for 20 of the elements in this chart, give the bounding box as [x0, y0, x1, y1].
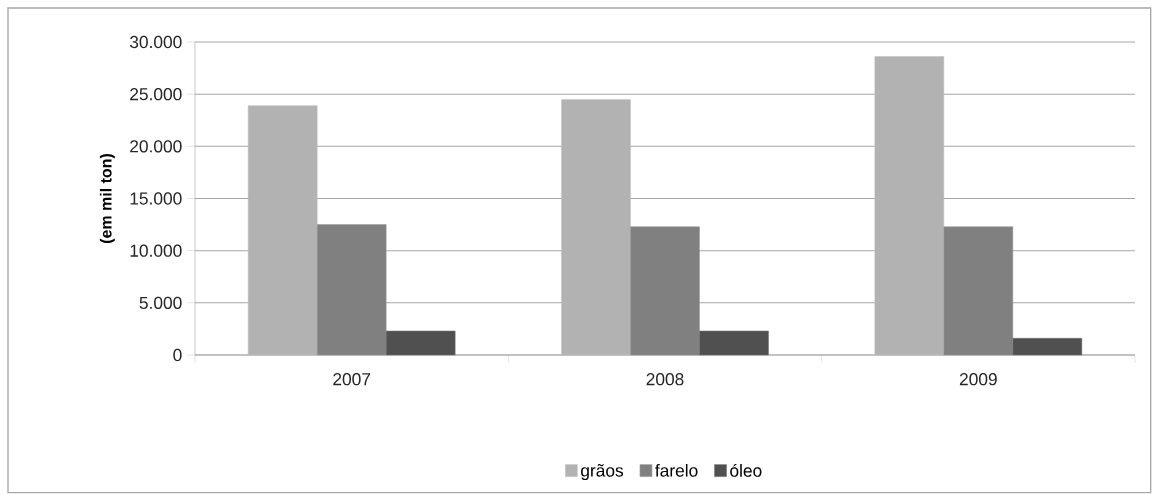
y-axis-title: (em mil ton) — [99, 153, 115, 244]
x-tick-label: 2008 — [646, 373, 684, 386]
y-tick-label: 25.000 — [130, 88, 182, 101]
x-tick-label: 2009 — [959, 373, 997, 386]
bar — [385, 330, 456, 356]
bar — [630, 226, 700, 356]
y-tick-label: 10.000 — [130, 244, 182, 257]
y-tick-label: 0 — [173, 348, 182, 362]
y-tick-label: 30.000 — [129, 35, 182, 49]
x-tick-label: 2007 — [333, 373, 371, 386]
bar — [316, 224, 387, 356]
legend-label: óleo — [730, 463, 762, 477]
y-tick-label: 15.000 — [130, 192, 182, 205]
y-tick-label: 5.000 — [139, 296, 182, 309]
bar — [699, 330, 769, 356]
legend-label: grãos — [581, 464, 624, 481]
legend-label: farelo — [655, 463, 698, 477]
y-tick-label: 20.000 — [130, 140, 182, 153]
bar — [943, 226, 1014, 356]
bar — [1012, 338, 1083, 356]
